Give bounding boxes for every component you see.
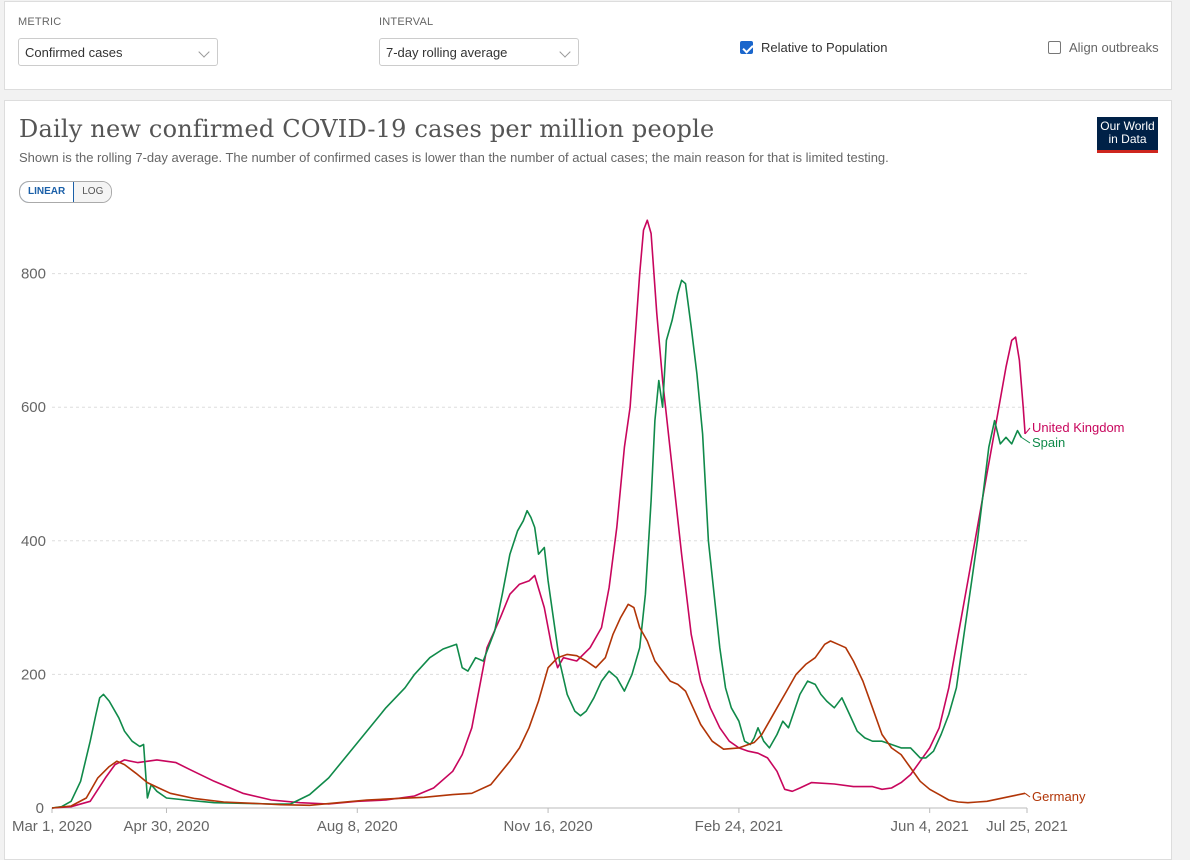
- align-outbreaks-label: Align outbreaks: [1069, 40, 1159, 55]
- series-label-united-kingdom[interactable]: United Kingdom: [1032, 420, 1125, 435]
- y-tick-label: 400: [21, 533, 46, 550]
- series-line-germany[interactable]: [51, 603, 1026, 809]
- interval-label: INTERVAL: [379, 16, 434, 28]
- series-label-spain[interactable]: Spain: [1032, 435, 1065, 450]
- grid-lines: [52, 273, 1027, 809]
- series-label-connector: [1021, 436, 1031, 444]
- checkbox-unchecked-icon[interactable]: [1048, 41, 1061, 54]
- controls-bar: METRIC Confirmed cases INTERVAL 7-day ro…: [4, 1, 1172, 90]
- metric-label: METRIC: [18, 16, 62, 28]
- relative-to-population-checkbox[interactable]: Relative to Population: [740, 40, 887, 55]
- series-label-connector: [1024, 792, 1031, 798]
- align-outbreaks-checkbox[interactable]: Align outbreaks: [1048, 40, 1159, 55]
- x-tick-label: Apr 30, 2020: [124, 818, 210, 835]
- series-lines: [51, 219, 1026, 809]
- chart-subtitle: Shown is the rolling 7-day average. The …: [19, 150, 889, 165]
- series-line-united-kingdom[interactable]: [51, 219, 1026, 809]
- metric-select-value: Confirmed cases: [25, 45, 123, 60]
- x-tick-label: Jul 25, 2021: [986, 818, 1068, 835]
- x-tick-label: Mar 1, 2020: [12, 818, 92, 835]
- chart-title: Daily new confirmed COVID-19 cases per m…: [19, 115, 715, 143]
- x-tick-label: Nov 16, 2020: [503, 818, 592, 835]
- log-scale-button[interactable]: LOG: [74, 182, 112, 202]
- y-axis-ticks: 0 200 400 600 800: [21, 266, 46, 817]
- interval-select[interactable]: 7-day rolling average: [379, 38, 579, 66]
- series-label-connector: [1024, 427, 1031, 435]
- metric-select[interactable]: Confirmed cases: [18, 38, 218, 66]
- y-tick-label: 0: [36, 800, 44, 817]
- y-tick-label: 800: [21, 266, 46, 283]
- x-tick-label: Aug 8, 2020: [317, 818, 398, 835]
- checkbox-checked-icon[interactable]: [740, 41, 753, 54]
- interval-select-value: 7-day rolling average: [386, 45, 508, 60]
- scale-toggle[interactable]: LINEAR LOG: [19, 181, 113, 203]
- logo-line-1: Our World: [1100, 119, 1155, 133]
- series-label-germany[interactable]: Germany: [1032, 789, 1086, 804]
- x-tick-label: Feb 24, 2021: [695, 818, 783, 835]
- linear-scale-button[interactable]: LINEAR: [20, 182, 75, 202]
- series-line-spain[interactable]: [51, 279, 1022, 809]
- chart-panel: Daily new confirmed COVID-19 cases per m…: [4, 100, 1172, 860]
- y-tick-label: 600: [21, 399, 46, 416]
- owid-logo[interactable]: Our World in Data: [1097, 117, 1158, 153]
- x-axis-ticks: Mar 1, 2020 Apr 30, 2020 Aug 8, 2020 Nov 16…: [12, 808, 1068, 835]
- relative-to-population-label: Relative to Population: [761, 40, 888, 55]
- x-tick-label: Jun 4, 2021: [890, 818, 968, 835]
- logo-line-2: in Data: [1108, 132, 1147, 146]
- y-tick-label: 200: [21, 666, 46, 683]
